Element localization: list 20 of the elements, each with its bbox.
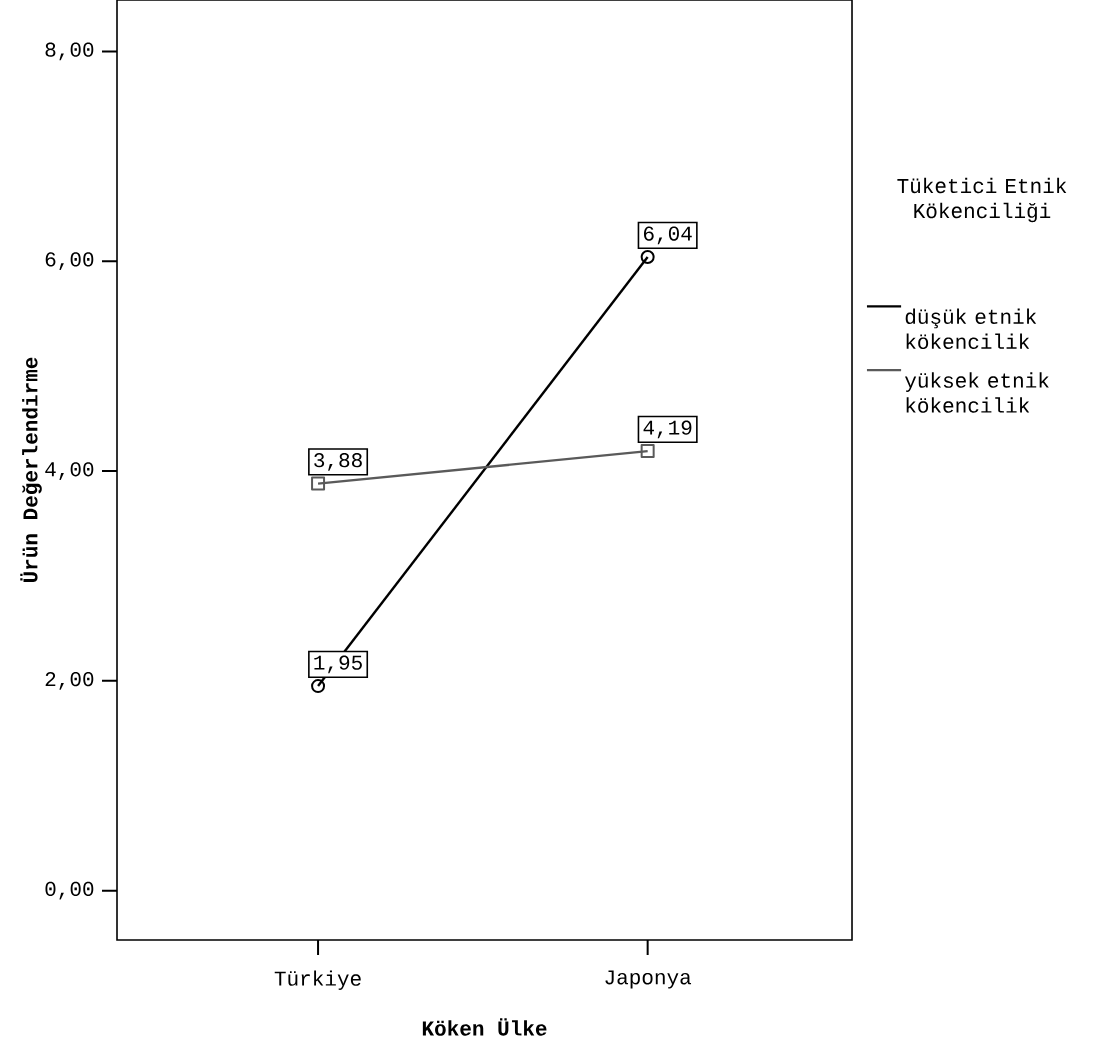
data-label: 4,19 (643, 420, 692, 439)
point (640, 444, 655, 459)
y-axis-title: Ürün Değerlendirme (20, 357, 42, 583)
legend-title: Tüketici Etnik Kökenciliği (897, 177, 1067, 223)
text: düşük etnik kökencilik (905, 308, 1037, 350)
data-label: 6,04 (643, 226, 692, 245)
y-tick-label: 0,00 (45, 881, 94, 900)
legend-label: yüksek etnik kökencilik (904, 372, 1049, 413)
point (311, 679, 326, 694)
y-tick-label: 4,00 (45, 462, 94, 480)
y-tick-label: 2,00 (45, 671, 94, 690)
x-axis-title: Köken Ülke (422, 1018, 547, 1036)
x-tick-label: Türkiye (274, 970, 361, 990)
point (640, 250, 655, 265)
point (311, 476, 326, 491)
y-tick-label: 6,00 (45, 252, 94, 271)
data-label: 3,88 (314, 453, 362, 471)
y-tick-label: 8,00 (45, 42, 94, 61)
x-tick-label: Japonya (605, 970, 692, 989)
data-label: 1,95 (314, 655, 362, 674)
